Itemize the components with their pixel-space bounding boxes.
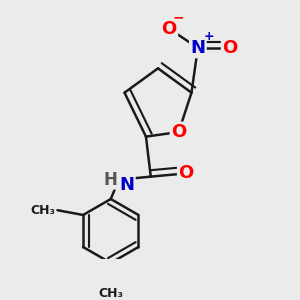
- Text: CH₃: CH₃: [98, 287, 123, 300]
- Text: O: O: [161, 20, 177, 38]
- Text: −: −: [173, 11, 184, 25]
- Text: N: N: [119, 176, 134, 194]
- Text: O: O: [178, 164, 194, 182]
- Text: +: +: [204, 30, 214, 43]
- Text: O: O: [222, 39, 238, 57]
- Text: CH₃: CH₃: [31, 204, 56, 217]
- Text: H: H: [103, 171, 117, 189]
- Text: O: O: [171, 123, 186, 141]
- Text: N: N: [190, 39, 206, 57]
